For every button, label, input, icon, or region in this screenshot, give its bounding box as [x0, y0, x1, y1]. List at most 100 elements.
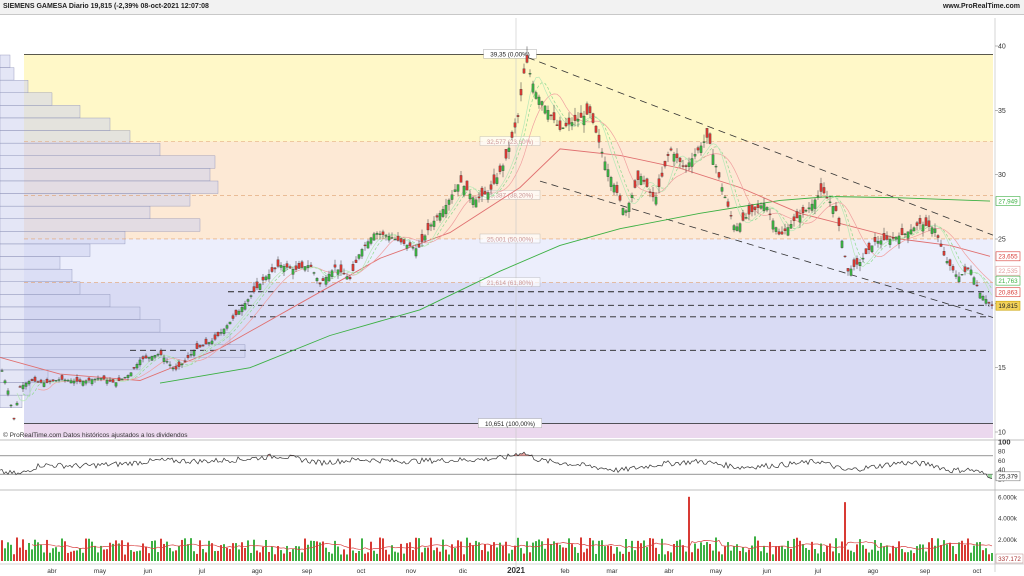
value-label-box — [995, 251, 1021, 262]
volume-bar — [583, 552, 585, 561]
candle-body — [201, 345, 205, 347]
volume-bar — [616, 547, 618, 561]
volume-bar — [694, 543, 696, 561]
month-tick-label: jul — [814, 568, 822, 575]
volume-bar — [568, 538, 570, 561]
candle-body — [54, 380, 58, 382]
volume-bar — [577, 552, 579, 561]
candle-body — [27, 381, 31, 385]
candle-body — [141, 356, 145, 360]
candle-body — [795, 211, 799, 219]
value-label-box — [995, 300, 1021, 311]
month-tick-label: 2021 — [507, 566, 525, 575]
volume-bar — [256, 550, 258, 561]
volume-bar — [331, 553, 333, 561]
candle-body — [828, 201, 832, 204]
candle-body — [291, 269, 295, 275]
candle-body — [447, 199, 451, 205]
volume-bar — [526, 541, 528, 561]
volume-bar — [133, 551, 135, 561]
volume-bar — [883, 546, 885, 561]
volume-bar — [646, 547, 648, 561]
candle-body — [39, 379, 43, 383]
candle-body — [42, 382, 46, 387]
candle-body — [483, 191, 487, 195]
volume-bar — [427, 547, 429, 561]
short-moving-average — [37, 93, 993, 391]
candle-body — [414, 248, 418, 257]
profile-bar — [0, 105, 81, 119]
candle-body — [72, 380, 76, 384]
profile-bar — [0, 54, 11, 68]
volume-bar — [106, 549, 108, 561]
volume-bar — [718, 551, 720, 561]
volume-bar — [688, 496, 690, 561]
volume-bar — [457, 540, 459, 561]
price-tick-label: 30 — [998, 172, 1006, 179]
candle-body — [732, 225, 736, 231]
candle-body — [384, 235, 388, 237]
volume-bar — [484, 544, 486, 561]
candle-body — [705, 128, 709, 138]
candle-body — [123, 376, 127, 379]
volume-bar — [472, 545, 474, 561]
volume-bar — [778, 546, 780, 561]
volume-bar — [268, 551, 270, 561]
candle-body — [915, 222, 919, 226]
volume-bar — [238, 549, 240, 561]
volume-bar — [628, 551, 630, 561]
volume-bar — [361, 538, 363, 561]
volume-bar — [100, 545, 102, 561]
volume-bar — [589, 537, 591, 561]
candle-body — [630, 195, 634, 199]
volume-bar — [37, 542, 39, 561]
candle-body — [510, 131, 514, 138]
candle-body — [588, 106, 592, 114]
volume-bar — [892, 545, 894, 561]
fib-label: 32,577 (23,60%) — [487, 139, 534, 146]
month-tick-label: may — [710, 568, 723, 575]
profile-bar — [0, 142, 161, 156]
volume-bar — [325, 547, 327, 561]
candle-body — [84, 380, 88, 384]
candle-body — [813, 199, 817, 209]
value-label: 23,655 — [998, 254, 1018, 261]
volume-bar — [550, 543, 552, 561]
candle-body — [351, 264, 355, 271]
volume-bar — [796, 537, 798, 561]
candle-body — [894, 236, 898, 240]
volume-bar — [979, 541, 981, 561]
candle-body — [660, 172, 664, 177]
volume-bar — [403, 553, 405, 561]
month-tick-label: sep — [302, 568, 313, 575]
volume-bar — [571, 544, 573, 561]
profile-bar — [0, 332, 231, 345]
volume-bar — [637, 540, 639, 561]
volume-bar — [121, 540, 123, 561]
candle-body — [207, 342, 211, 344]
candle-body — [324, 277, 328, 285]
volume-bar — [352, 550, 354, 561]
volume-bar — [682, 545, 684, 561]
volume-bar — [199, 540, 201, 561]
volume-bar — [22, 539, 24, 561]
candle-body — [600, 151, 604, 154]
volume-bar — [757, 540, 759, 561]
chart-header: SIEMENS GAMESA Diario 19,815 (-2,39% 08-… — [0, 0, 1024, 15]
candle-body — [627, 202, 631, 213]
candle-body — [735, 226, 739, 231]
volume-average-line — [31, 539, 993, 550]
volume-bar — [640, 543, 642, 561]
volume-bar — [19, 547, 21, 561]
volume-bar — [364, 553, 366, 561]
candle-body — [387, 236, 391, 241]
volume-bar — [349, 538, 351, 561]
candle-body — [717, 172, 721, 178]
fib-label-box — [479, 190, 541, 200]
volume-bar — [877, 550, 879, 561]
candle-body — [96, 378, 100, 380]
candle-body — [912, 227, 916, 232]
candle-body — [162, 357, 166, 362]
volume-bar — [970, 552, 972, 561]
